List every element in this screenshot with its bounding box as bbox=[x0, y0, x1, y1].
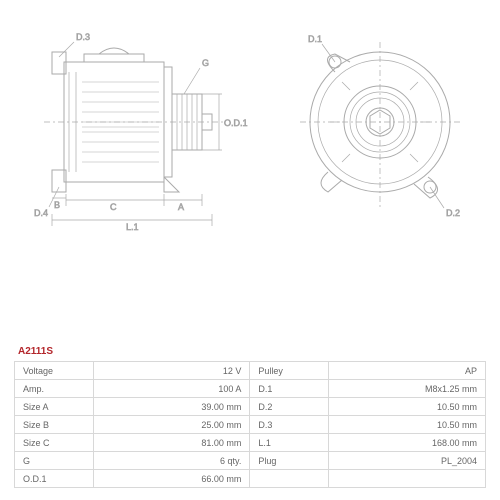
spec-label: D.1 bbox=[250, 380, 329, 398]
spec-label: O.D.1 bbox=[15, 470, 94, 488]
spec-value: 81.00 mm bbox=[94, 434, 250, 452]
spec-row: Size A39.00 mmD.210.50 mm bbox=[15, 398, 486, 416]
spec-row: O.D.166.00 mm bbox=[15, 470, 486, 488]
side-view: D.3 G O.D.1 D.4 B bbox=[14, 12, 274, 336]
spec-row: Size C81.00 mmL.1168.00 mm bbox=[15, 434, 486, 452]
spec-row: G6 qty.PlugPL_2004 bbox=[15, 452, 486, 470]
front-view: D.1 D.2 bbox=[280, 12, 480, 336]
spec-row: Amp.100 AD.1M8x1.25 mm bbox=[15, 380, 486, 398]
spec-value: M8x1.25 mm bbox=[329, 380, 486, 398]
label-g: G bbox=[202, 58, 209, 68]
label-l1: L.1 bbox=[126, 222, 139, 232]
spec-label: Pulley bbox=[250, 362, 329, 380]
spec-label: D.2 bbox=[250, 398, 329, 416]
label-d3: D.3 bbox=[76, 32, 90, 42]
spec-value bbox=[329, 470, 486, 488]
label-d2: D.2 bbox=[446, 208, 460, 218]
part-number: A2111S bbox=[18, 346, 486, 357]
spec-label bbox=[250, 470, 329, 488]
spec-value: 25.00 mm bbox=[94, 416, 250, 434]
spec-label: Size A bbox=[15, 398, 94, 416]
spec-label: Size B bbox=[15, 416, 94, 434]
spec-label: Amp. bbox=[15, 380, 94, 398]
spec-label: L.1 bbox=[250, 434, 329, 452]
label-c: C bbox=[110, 202, 117, 212]
spec-row: Size B25.00 mmD.310.50 mm bbox=[15, 416, 486, 434]
spec-label: Size C bbox=[15, 434, 94, 452]
spec-value: 39.00 mm bbox=[94, 398, 250, 416]
spec-value: 6 qty. bbox=[94, 452, 250, 470]
label-od1: O.D.1 bbox=[224, 118, 248, 128]
spec-label: G bbox=[15, 452, 94, 470]
technical-drawings: D.3 G O.D.1 D.4 B bbox=[14, 12, 486, 336]
label-b: B bbox=[54, 200, 60, 210]
spec-label: Voltage bbox=[15, 362, 94, 380]
spec-value: 168.00 mm bbox=[329, 434, 486, 452]
spec-value: 12 V bbox=[94, 362, 250, 380]
label-a: A bbox=[178, 202, 184, 212]
spec-row: Voltage12 VPulleyAP bbox=[15, 362, 486, 380]
spec-value: 100 A bbox=[94, 380, 250, 398]
label-d4: D.4 bbox=[34, 208, 48, 218]
spec-label: Plug bbox=[250, 452, 329, 470]
spec-value: 10.50 mm bbox=[329, 416, 486, 434]
spec-label: D.3 bbox=[250, 416, 329, 434]
spec-value: PL_2004 bbox=[329, 452, 486, 470]
spec-value: 10.50 mm bbox=[329, 398, 486, 416]
spec-value: AP bbox=[329, 362, 486, 380]
spec-value: 66.00 mm bbox=[94, 470, 250, 488]
label-d1: D.1 bbox=[308, 34, 322, 44]
spec-table: Voltage12 VPulleyAPAmp.100 AD.1M8x1.25 m… bbox=[14, 361, 486, 488]
